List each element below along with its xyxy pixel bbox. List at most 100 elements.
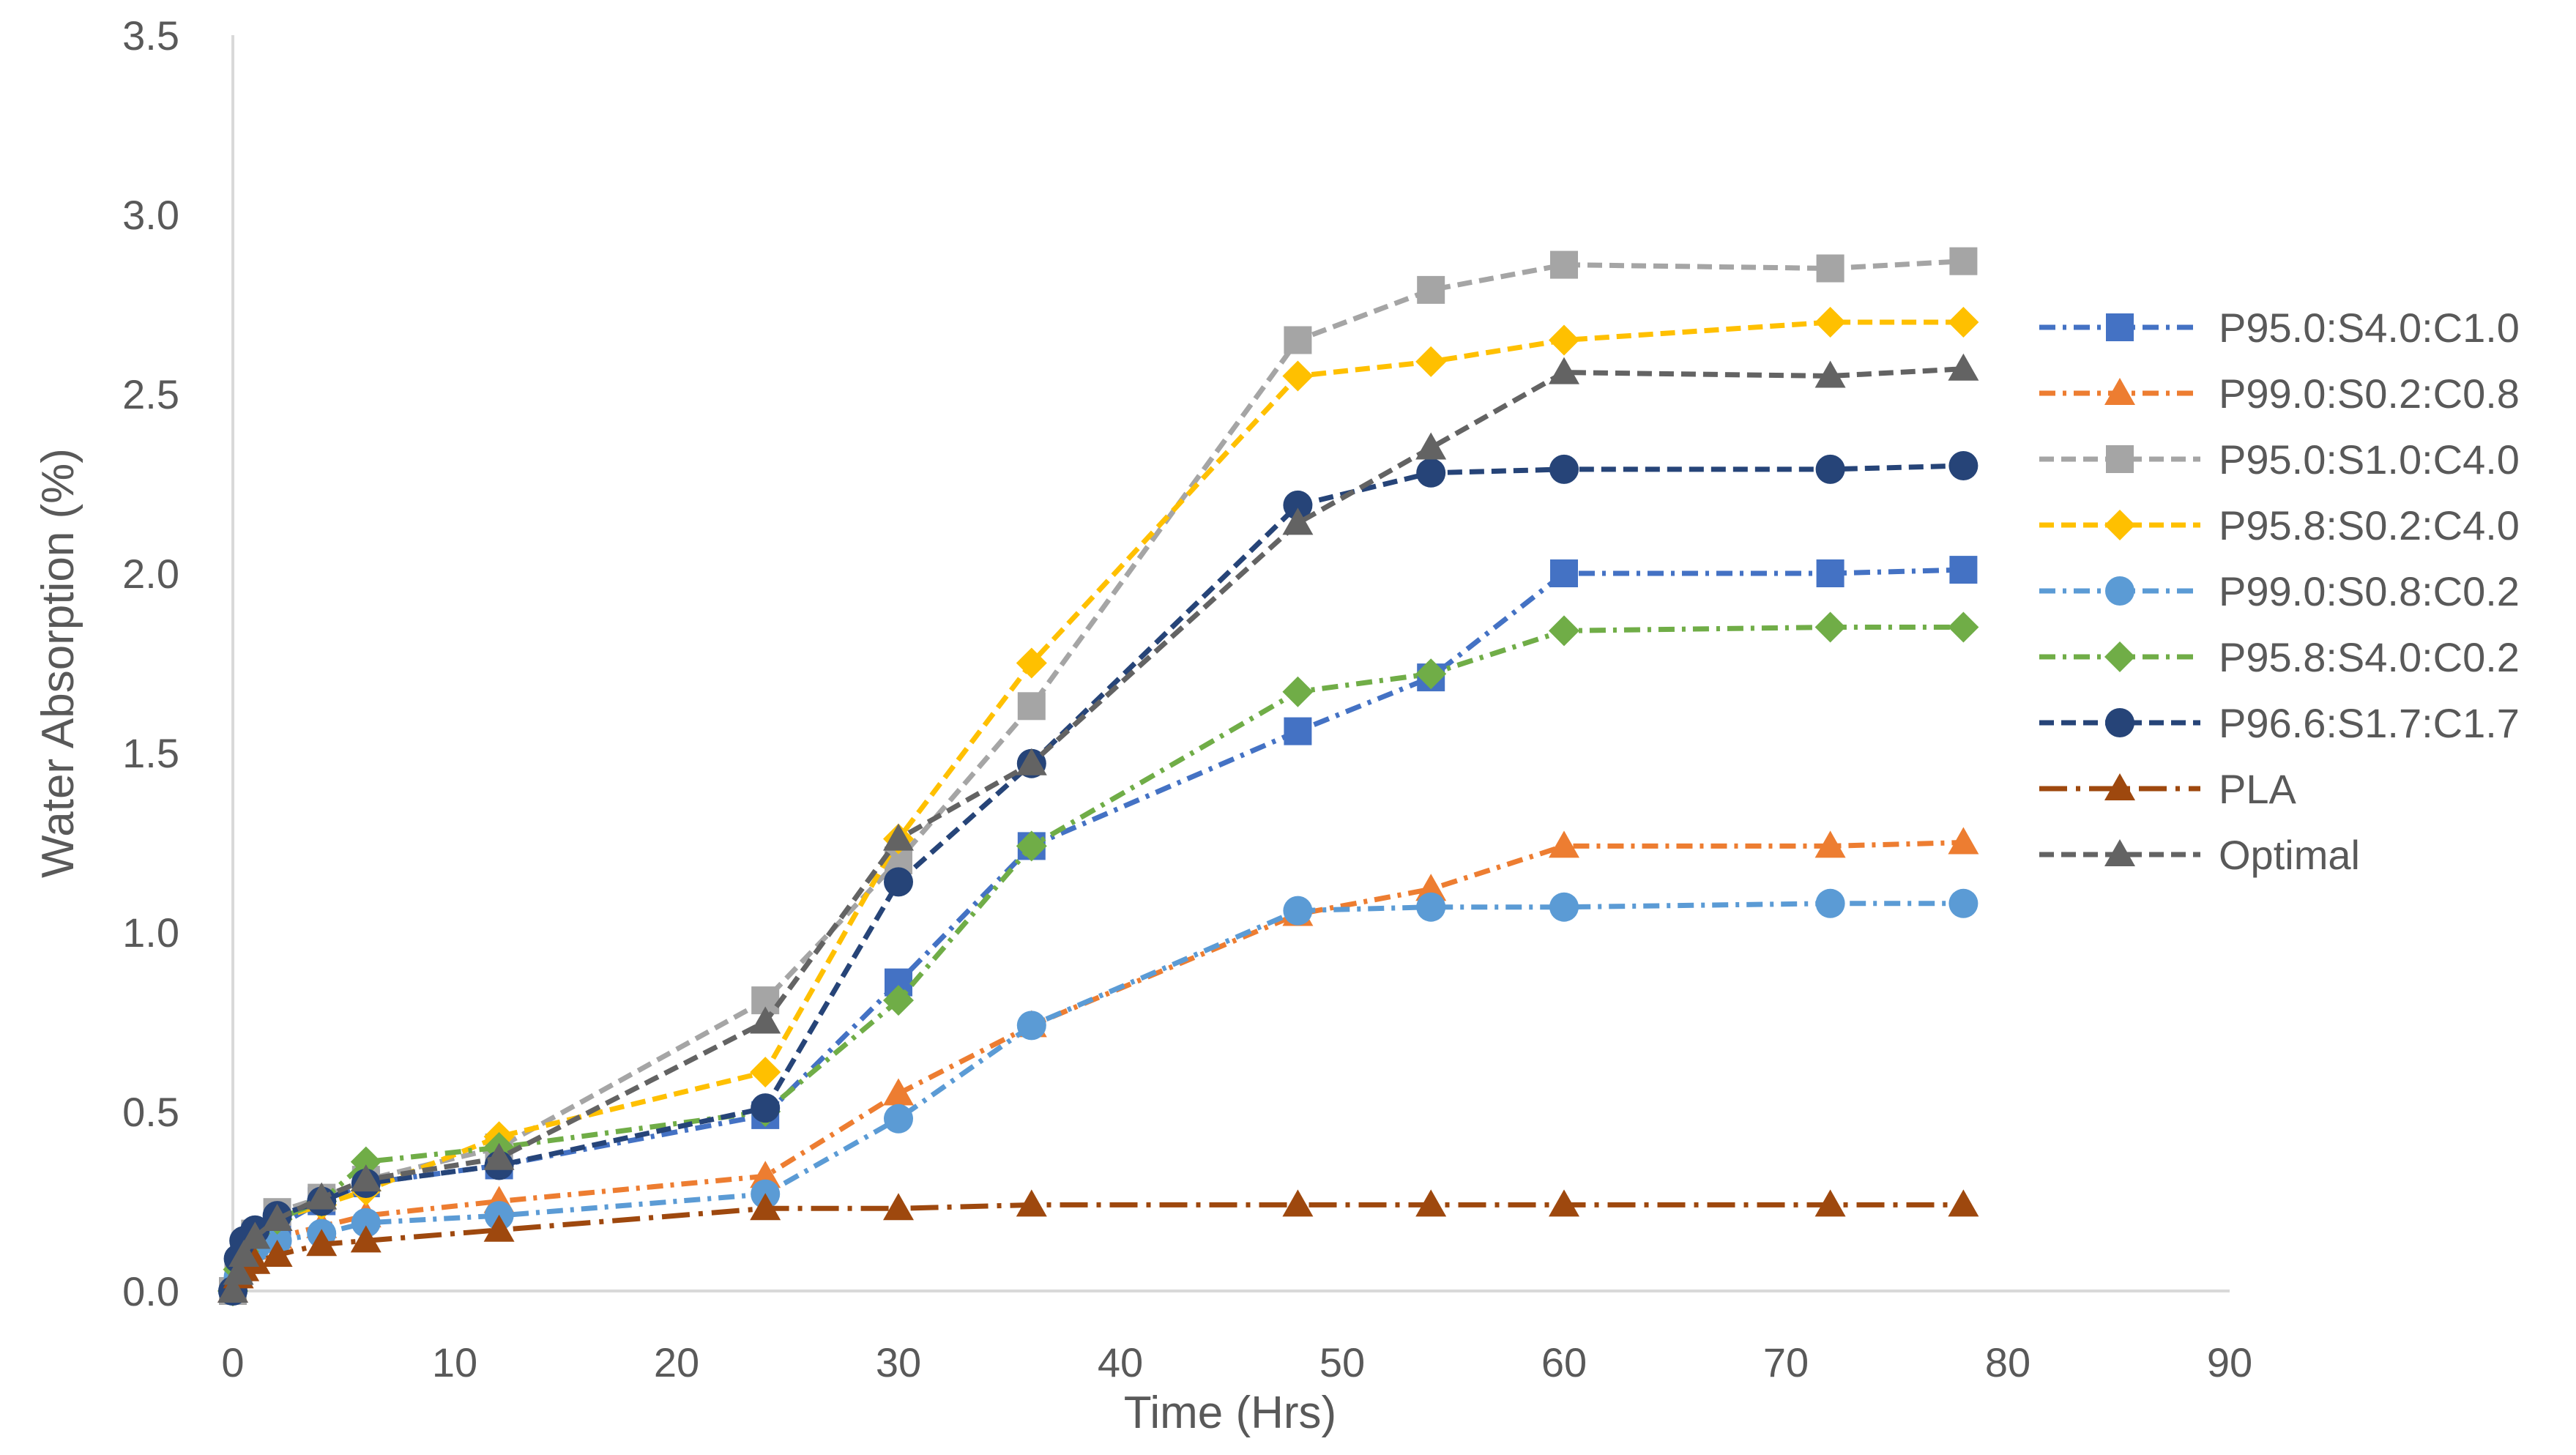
x-tick-label: 40 [1098, 1339, 1143, 1385]
data-point [1816, 559, 1844, 587]
data-point [1549, 357, 1579, 384]
legend-label: P99.0:S0.8:C0.2 [2219, 568, 2520, 614]
series-optimal [217, 353, 1979, 1303]
x-tick-label: 80 [1985, 1339, 2030, 1385]
data-point [1814, 1189, 1846, 1217]
data-point [1415, 432, 1447, 460]
data-point [1550, 559, 1578, 587]
legend-label: P95.8:S4.0:C0.2 [2219, 634, 2520, 680]
legend-marker [2104, 839, 2135, 866]
data-point [1948, 1189, 1979, 1217]
x-tick-label: 90 [2207, 1339, 2252, 1385]
y-tick-label: 2.5 [122, 371, 179, 417]
data-point [883, 985, 914, 1016]
data-point [350, 1164, 381, 1192]
data-point [1814, 830, 1846, 858]
data-point [1948, 451, 1978, 480]
data-point [350, 1146, 381, 1177]
data-point [1016, 1011, 1046, 1041]
data-point [1282, 676, 1314, 707]
data-point [1017, 692, 1046, 721]
data-point [1016, 647, 1047, 679]
data-point [306, 1229, 338, 1257]
legend-item: P95.8:S0.2:C4.0 [2039, 502, 2520, 548]
series-p95-0-s1-0-c4-0 [219, 247, 1978, 1305]
y-tick-label: 3.5 [122, 12, 179, 59]
data-point [228, 1240, 260, 1267]
data-point [1948, 888, 1978, 918]
y-tick-label: 1.5 [122, 730, 179, 776]
y-tick-label: 1.0 [122, 909, 179, 956]
data-point [1815, 888, 1845, 918]
data-point [1415, 658, 1447, 690]
data-point [1549, 830, 1579, 858]
data-point [483, 1142, 515, 1170]
data-point [351, 1207, 381, 1238]
data-point [750, 1057, 781, 1088]
series-group [217, 247, 1979, 1306]
data-point [261, 1204, 293, 1231]
legend-item: P95.8:S4.0:C0.2 [2039, 634, 2520, 680]
series-p95-8-s0-2-c4-0 [217, 307, 1979, 1306]
legend-item: P96.6:S1.7:C1.7 [2039, 700, 2520, 746]
data-point [1549, 892, 1579, 922]
legend-item: P95.0:S1.0:C4.0 [2039, 436, 2520, 483]
data-point [1948, 307, 1979, 338]
data-point [1016, 830, 1047, 862]
data-point [1550, 250, 1578, 279]
x-tick-label: 20 [654, 1339, 699, 1385]
x-tick-labels: 0 10 20 30 40 50 60 70 80 90 [221, 1339, 2252, 1385]
data-point [1283, 896, 1313, 926]
data-point [1949, 247, 1978, 275]
data-point [1282, 1189, 1314, 1217]
data-point [350, 1225, 381, 1253]
data-point [1549, 324, 1579, 356]
x-tick-label: 30 [876, 1339, 921, 1385]
legend-item: P95.0:S4.0:C1.0 [2039, 305, 2520, 351]
legend-label: Optimal [2219, 832, 2360, 878]
data-point [223, 1257, 254, 1285]
axes [231, 35, 2230, 1292]
data-point [1814, 307, 1846, 338]
data-point [750, 1193, 781, 1221]
data-point [1549, 1189, 1579, 1217]
data-point [217, 1276, 248, 1303]
legend-marker [2106, 313, 2134, 341]
data-point [1284, 717, 1312, 745]
legend-label: P96.6:S1.7:C1.7 [2219, 700, 2520, 746]
legend-label: P95.8:S0.2:C4.0 [2219, 502, 2520, 548]
data-point [884, 867, 913, 897]
series-p95-0-s4-0-c1-0 [219, 556, 1978, 1305]
y-axis-title: Water Absorption (%) [33, 448, 83, 878]
x-tick-label: 0 [221, 1339, 244, 1385]
data-point [1549, 454, 1579, 484]
legend-label: P99.0:S0.2:C0.8 [2219, 371, 2520, 417]
data-point [306, 1182, 338, 1210]
legend-marker [2105, 708, 2134, 737]
data-point [1416, 458, 1446, 488]
data-point [239, 1221, 271, 1249]
legend-label: PLA [2219, 766, 2296, 812]
legend-label: P95.0:S4.0:C1.0 [2219, 305, 2520, 351]
data-point [1948, 827, 1979, 855]
legend-item: P99.0:S0.2:C0.8 [2039, 371, 2520, 417]
x-tick-label: 70 [1763, 1339, 1809, 1385]
data-point [1016, 748, 1047, 775]
data-point [1416, 892, 1446, 922]
legend-marker [2104, 641, 2135, 672]
data-point [884, 1104, 913, 1134]
x-tick-label: 50 [1319, 1339, 1365, 1385]
data-point [1415, 874, 1447, 901]
data-point [751, 1093, 781, 1123]
y-tick-label: 2.0 [122, 551, 179, 597]
data-point [483, 1214, 515, 1242]
data-point [1415, 1189, 1447, 1217]
x-tick-label: 60 [1541, 1339, 1587, 1385]
data-point [1816, 254, 1844, 283]
legend-marker [2105, 576, 2134, 606]
y-tick-label: 3.0 [122, 192, 179, 238]
data-point [1549, 615, 1579, 647]
data-point [1283, 490, 1313, 520]
